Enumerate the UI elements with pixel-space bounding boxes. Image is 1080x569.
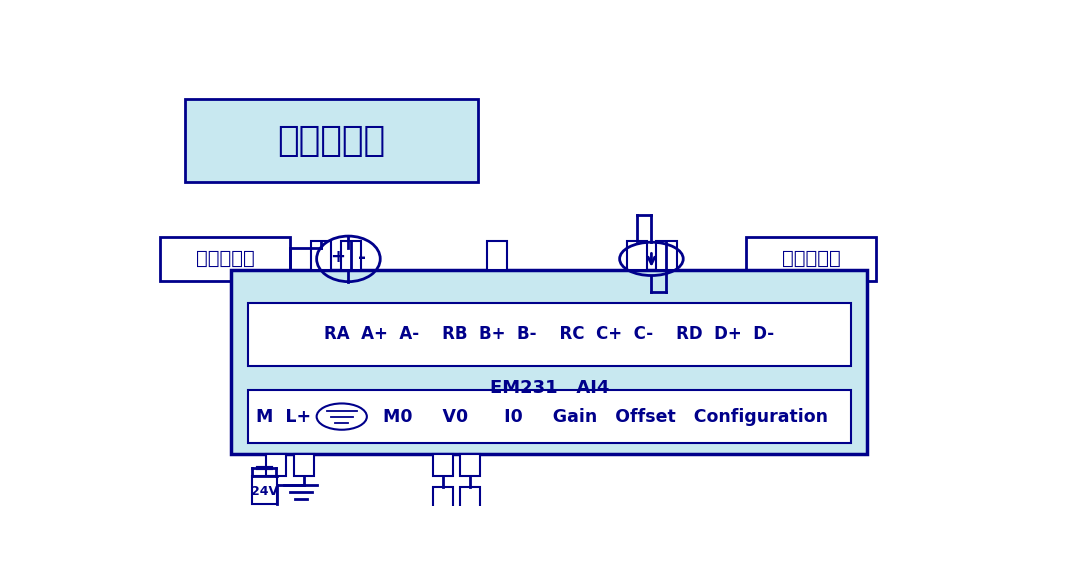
FancyBboxPatch shape bbox=[657, 241, 676, 270]
FancyBboxPatch shape bbox=[248, 303, 851, 366]
FancyBboxPatch shape bbox=[460, 486, 480, 518]
FancyBboxPatch shape bbox=[311, 241, 330, 270]
Text: 模拟量混合: 模拟量混合 bbox=[278, 123, 386, 158]
Text: M0     V0      I0     Gain   Offset   Configuration: M0 V0 I0 Gain Offset Configuration bbox=[372, 407, 828, 426]
FancyBboxPatch shape bbox=[746, 237, 876, 281]
FancyBboxPatch shape bbox=[160, 237, 289, 281]
FancyBboxPatch shape bbox=[433, 486, 454, 518]
Text: 24V: 24V bbox=[252, 485, 279, 498]
FancyBboxPatch shape bbox=[341, 241, 361, 270]
FancyBboxPatch shape bbox=[253, 476, 278, 504]
Text: EM231   AI4: EM231 AI4 bbox=[489, 379, 609, 397]
FancyBboxPatch shape bbox=[627, 241, 647, 270]
Text: M  L+: M L+ bbox=[256, 407, 311, 426]
FancyBboxPatch shape bbox=[460, 454, 480, 476]
Text: +: + bbox=[330, 248, 345, 266]
Text: 电流变送器: 电流变送器 bbox=[782, 249, 840, 269]
Text: -: - bbox=[357, 248, 366, 267]
FancyBboxPatch shape bbox=[231, 270, 867, 454]
FancyBboxPatch shape bbox=[433, 454, 454, 476]
FancyBboxPatch shape bbox=[186, 99, 478, 182]
FancyBboxPatch shape bbox=[486, 241, 507, 270]
Text: 电压变送器: 电压变送器 bbox=[195, 249, 255, 269]
FancyBboxPatch shape bbox=[248, 390, 851, 443]
FancyBboxPatch shape bbox=[294, 454, 314, 476]
FancyBboxPatch shape bbox=[266, 454, 285, 476]
Text: RA  A+  A-    RB  B+  B-    RC  C+  C-    RD  D+  D-: RA A+ A- RB B+ B- RC C+ C- RD D+ D- bbox=[324, 325, 774, 344]
